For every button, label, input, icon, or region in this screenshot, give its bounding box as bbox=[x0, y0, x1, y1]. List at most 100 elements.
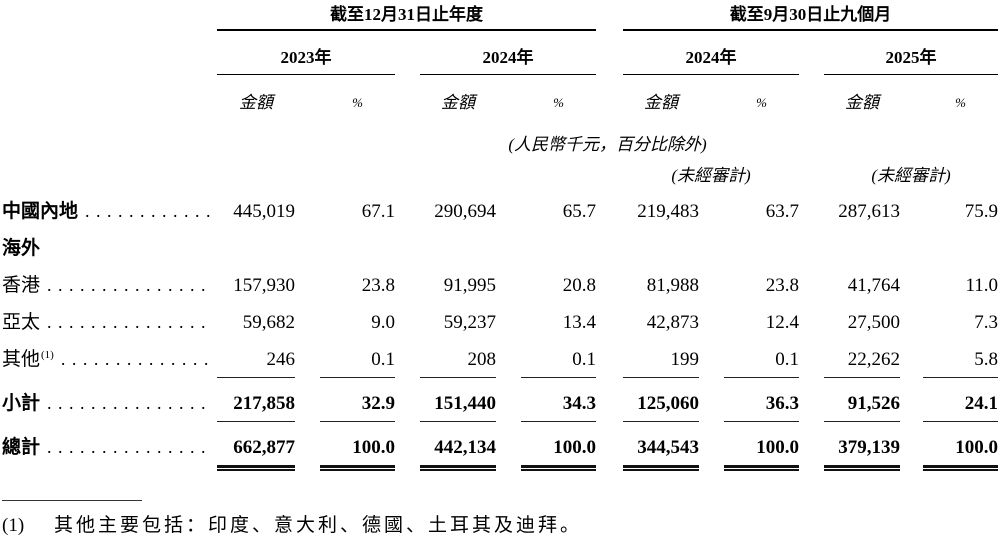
amount-value: 246 bbox=[217, 348, 295, 378]
table-row-5: 小計 217,858 32.9 151,440 34.3 125,060 36.3 91,52… bbox=[2, 392, 998, 422]
row-label: 中國內地 bbox=[2, 200, 217, 223]
dot-leader bbox=[85, 200, 211, 223]
amount-value: 344,543 bbox=[623, 436, 699, 471]
percent-value: 7.3 bbox=[974, 312, 998, 333]
unaudited-note-2025: (未經審計) bbox=[871, 166, 951, 185]
year-header-2024-nine-months: 2024年 bbox=[623, 48, 799, 75]
dot-leader bbox=[47, 274, 211, 297]
year-header-2024-annual: 2024年 bbox=[420, 48, 596, 75]
amount-value: 151,440 bbox=[420, 392, 496, 422]
currency-note: (人民幣千元，百分比除外) bbox=[508, 135, 707, 154]
percent-value: 34.3 bbox=[521, 392, 596, 422]
footnote-1: (1) 其他主要包括：印度、意大利、德國、土耳其及迪拜。 bbox=[2, 514, 998, 538]
percent-column-label: % bbox=[955, 95, 966, 110]
percent-column-label: % bbox=[756, 95, 767, 110]
row-label: 其他 (1) bbox=[2, 348, 217, 378]
amount-value: 41,764 bbox=[847, 275, 900, 296]
column-label-row: 金額 % 金額 % 金額 % 金額 % bbox=[2, 93, 998, 112]
amount-value: 59,682 bbox=[242, 312, 295, 333]
dot-leader bbox=[61, 348, 211, 371]
currency-note-row: (人民幣千元，百分比除外) bbox=[2, 135, 998, 154]
row-label-text: 海外 bbox=[2, 238, 41, 259]
year-header-2025: 2025年 bbox=[824, 48, 998, 75]
amount-column-label: 金額 bbox=[441, 93, 475, 112]
amount-value: 157,930 bbox=[233, 275, 295, 296]
percent-value: 36.3 bbox=[724, 392, 799, 422]
amount-column-label: 金額 bbox=[845, 93, 879, 112]
unaudited-note-row: (未經審計) (未經審計) bbox=[2, 166, 998, 185]
amount-value: 91,995 bbox=[443, 275, 496, 296]
percent-value: 100.0 bbox=[724, 436, 799, 471]
row-label-text: 其他 bbox=[2, 349, 41, 370]
dot-leader bbox=[47, 392, 211, 415]
amount-value: 22,262 bbox=[824, 348, 900, 378]
row-label-text: 小計 bbox=[2, 393, 41, 414]
amount-column-label: 金額 bbox=[239, 93, 273, 112]
percent-value: 9.0 bbox=[371, 312, 395, 333]
dot-leader bbox=[47, 311, 211, 334]
amount-value: 290,694 bbox=[434, 201, 496, 222]
amount-value: 287,613 bbox=[838, 201, 900, 222]
percent-value: 24.1 bbox=[923, 392, 998, 422]
revenue-by-geography-table: 截至12月31日止年度 截至9月30日止九個月 2023年 2024年 2024… bbox=[2, 5, 998, 471]
amount-value: 91,526 bbox=[824, 392, 900, 422]
percent-value: 12.4 bbox=[765, 312, 799, 333]
percent-value: 23.8 bbox=[765, 275, 799, 296]
percent-value: 0.1 bbox=[320, 348, 395, 378]
row-label: 海外 bbox=[2, 237, 217, 260]
table-row-1: 海外 bbox=[2, 237, 998, 260]
percent-value: 100.0 bbox=[521, 436, 596, 471]
amount-value: 81,988 bbox=[646, 275, 699, 296]
unaudited-note-2024: (未經審計) bbox=[671, 166, 751, 185]
percent-value: 0.1 bbox=[724, 348, 799, 378]
percent-value: 65.7 bbox=[562, 201, 596, 222]
percent-value: 5.8 bbox=[923, 348, 998, 378]
table-body: 中國內地 445,019 67.1 290,694 65.7 219,483 63.7 287… bbox=[2, 200, 998, 471]
percent-column-label: % bbox=[352, 95, 363, 110]
row-label: 總計 bbox=[2, 436, 217, 468]
amount-value: 379,139 bbox=[824, 436, 900, 471]
year-header-row: 2023年 2024年 2024年 2025年 bbox=[2, 48, 998, 75]
amount-value: 125,060 bbox=[623, 392, 699, 422]
table-row-2: 香港 157,930 23.8 91,995 20.8 81,988 23.8 41,764 1… bbox=[2, 274, 998, 297]
footnote-section: (1) 其他主要包括：印度、意大利、德國、土耳其及迪拜。 bbox=[2, 500, 998, 538]
percent-value: 100.0 bbox=[923, 436, 998, 471]
year-header-2023: 2023年 bbox=[217, 48, 395, 75]
amount-value: 199 bbox=[623, 348, 699, 378]
row-label-text: 中國內地 bbox=[2, 201, 79, 222]
row-label-text: 總計 bbox=[2, 437, 41, 458]
percent-value: 100.0 bbox=[320, 436, 395, 471]
table-row-6: 總計 662,877 100.0 442,134 100.0 344,543 100.0 37… bbox=[2, 436, 998, 471]
period-group-header-row: 截至12月31日止年度 截至9月30日止九個月 bbox=[2, 5, 998, 31]
amount-column-label: 金額 bbox=[644, 93, 678, 112]
amount-value: 42,873 bbox=[646, 312, 699, 333]
amount-value: 208 bbox=[420, 348, 496, 378]
percent-value: 11.0 bbox=[965, 275, 998, 296]
percent-value: 32.9 bbox=[320, 392, 395, 422]
percent-value: 0.1 bbox=[521, 348, 596, 378]
footnote-marker: (1) bbox=[2, 515, 25, 536]
row-label: 香港 bbox=[2, 274, 217, 297]
row-label-text: 亞太 bbox=[2, 312, 41, 333]
row-label: 小計 bbox=[2, 392, 217, 422]
table-row-3: 亞太 59,682 9.0 59,237 13.4 42,873 12.4 27,500 7.3 bbox=[2, 311, 998, 334]
amount-value: 59,237 bbox=[443, 312, 496, 333]
footnote-ref: (1) bbox=[41, 349, 54, 361]
amount-value: 219,483 bbox=[637, 201, 699, 222]
percent-value: 63.7 bbox=[765, 201, 799, 222]
footnote-text: 其他主要包括：印度、意大利、德國、土耳其及迪拜。 bbox=[54, 515, 583, 536]
percent-column-label: % bbox=[553, 95, 564, 110]
footnote-divider bbox=[2, 500, 142, 501]
percent-value: 67.1 bbox=[361, 201, 395, 222]
row-label-text: 香港 bbox=[2, 275, 41, 296]
amount-value: 662,877 bbox=[217, 436, 295, 471]
table-row-0: 中國內地 445,019 67.1 290,694 65.7 219,483 63.7 287… bbox=[2, 200, 998, 223]
period-group-nine-months: 截至9月30日止九個月 bbox=[623, 5, 998, 31]
percent-value: 23.8 bbox=[361, 275, 395, 296]
percent-value: 20.8 bbox=[562, 275, 596, 296]
amount-value: 27,500 bbox=[847, 312, 900, 333]
amount-value: 442,134 bbox=[420, 436, 496, 471]
row-label: 亞太 bbox=[2, 311, 217, 334]
